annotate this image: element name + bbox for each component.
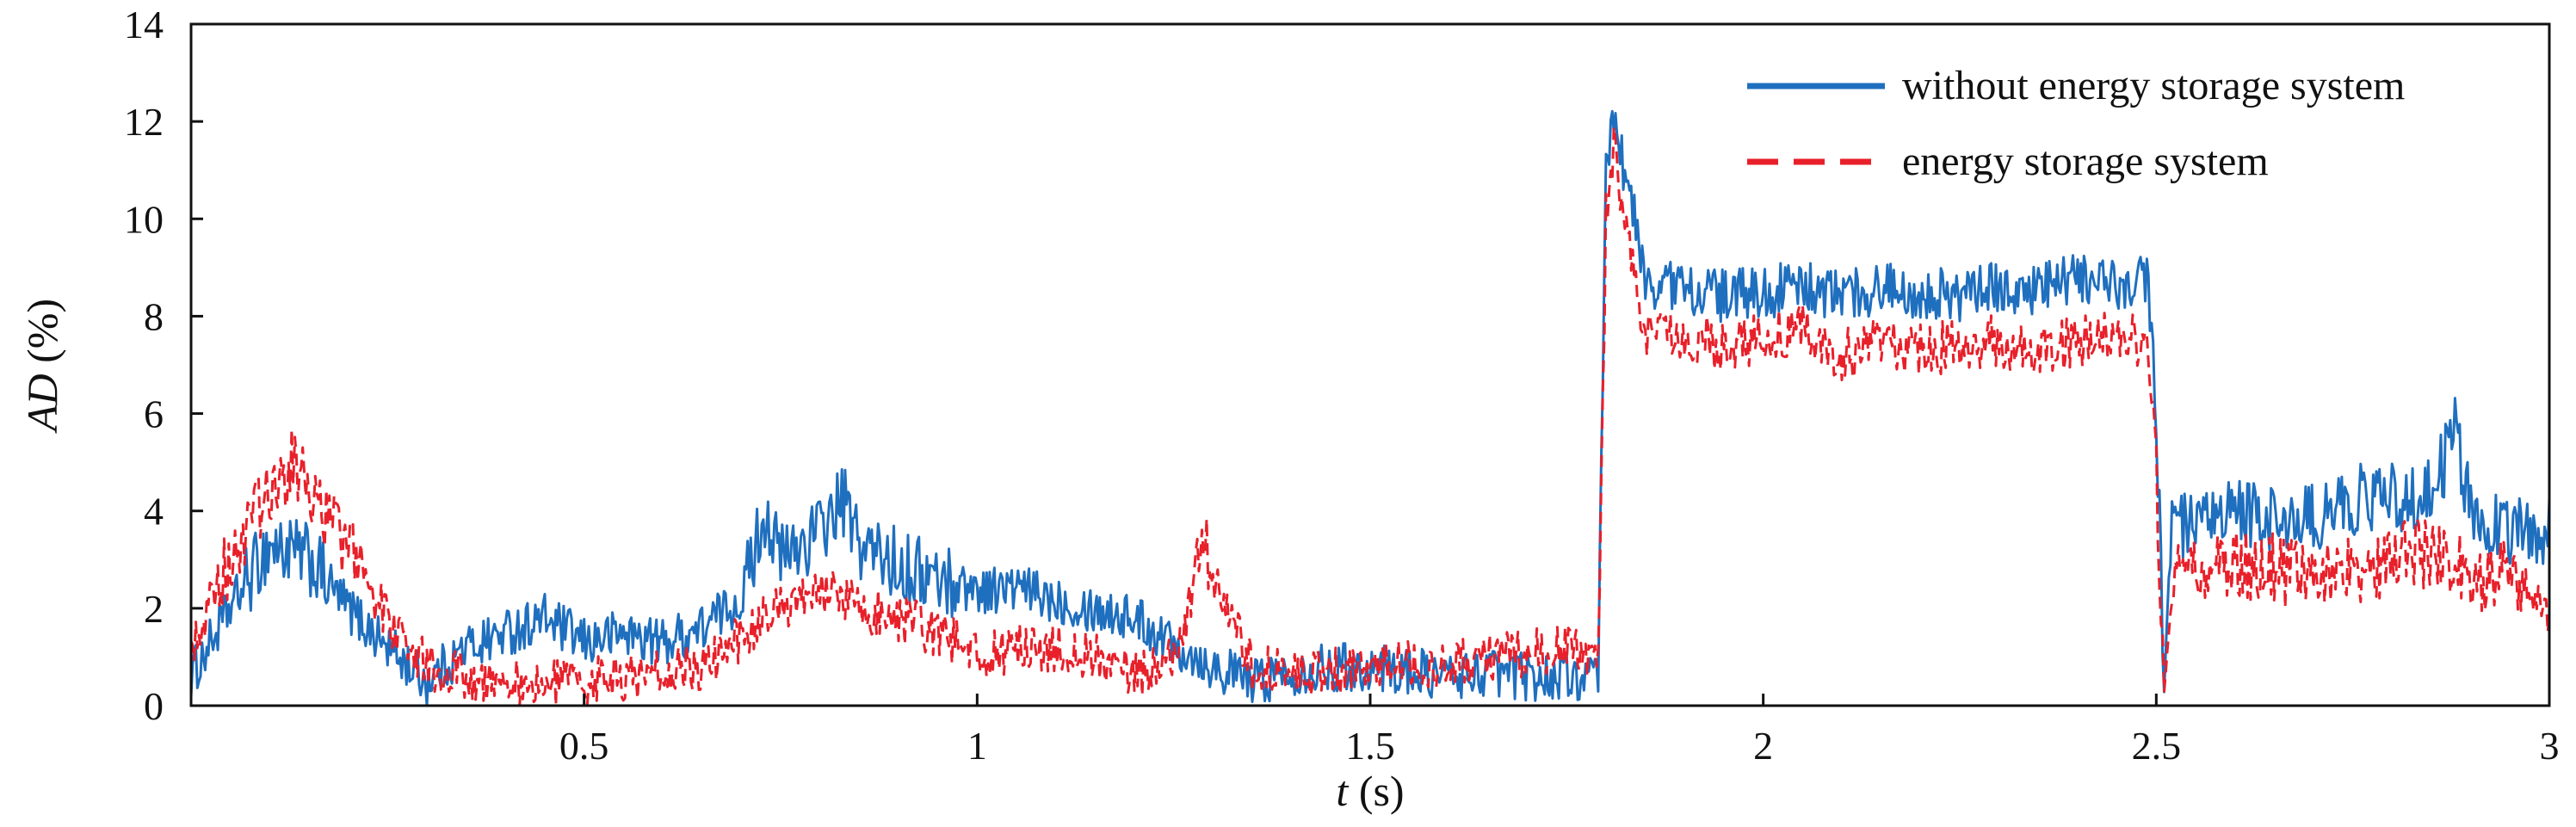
series-line-without-ess [191, 109, 2549, 706]
y-tick-label: 0 [144, 684, 164, 728]
y-tick-label: 4 [144, 490, 164, 534]
x-tick-label: 1 [967, 724, 987, 768]
y-tick-label: 10 [124, 197, 164, 241]
y-tick-label: 6 [144, 392, 164, 436]
x-tick-label: 3 [2540, 724, 2560, 768]
plot-area [191, 109, 2549, 706]
x-tick-label: 2 [1753, 724, 1773, 768]
y-axis-label: AD (%) [18, 299, 66, 434]
y-tick-label: 14 [124, 3, 164, 46]
x-tick-label: 1.5 [1345, 724, 1395, 768]
x-axis-label: t (s) [1336, 767, 1404, 815]
x-tick-label: 2.5 [2132, 724, 2182, 768]
legend-label: without energy storage system [1902, 63, 2405, 108]
y-tick-label: 12 [124, 100, 164, 144]
y-tick-label: 8 [144, 294, 164, 338]
x-tick-label: 0.5 [559, 724, 609, 768]
legend-label: energy storage system [1902, 139, 2269, 184]
y-tick-label: 2 [144, 587, 164, 631]
series-line-with-ess [191, 125, 2549, 706]
